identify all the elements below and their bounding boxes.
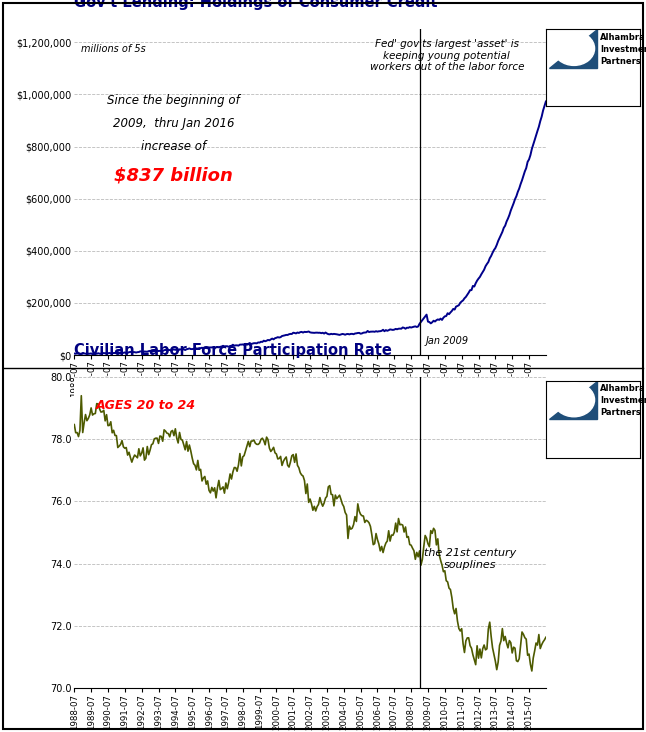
Text: Gov't Lending: Holdings of Consumer Credit: Gov't Lending: Holdings of Consumer Cred… <box>74 0 438 10</box>
Text: millions of 5s: millions of 5s <box>81 44 146 54</box>
Text: AGES 20 to 24: AGES 20 to 24 <box>96 399 196 412</box>
Text: Alhambra
Investment
Partners: Alhambra Investment Partners <box>600 384 646 417</box>
Polygon shape <box>548 381 598 419</box>
Circle shape <box>554 31 594 65</box>
Text: 2009,  thru Jan 2016: 2009, thru Jan 2016 <box>112 117 234 130</box>
Text: increase of: increase of <box>141 140 206 153</box>
Text: Civilian Labor Force Participation Rate: Civilian Labor Force Participation Rate <box>74 343 392 359</box>
Polygon shape <box>548 29 598 68</box>
Text: Since the beginning of: Since the beginning of <box>107 94 240 108</box>
Circle shape <box>554 383 594 417</box>
Text: $837 billion: $837 billion <box>114 166 233 184</box>
Text: Jan 2009: Jan 2009 <box>425 336 468 346</box>
Text: Alhambra
Investment
Partners: Alhambra Investment Partners <box>600 33 646 66</box>
Text: Fed' gov'ts largest 'asset' is
keeping young potential
workers out of the labor : Fed' gov'ts largest 'asset' is keeping y… <box>370 39 524 72</box>
Text: the 21st century
souplines: the 21st century souplines <box>424 548 517 569</box>
